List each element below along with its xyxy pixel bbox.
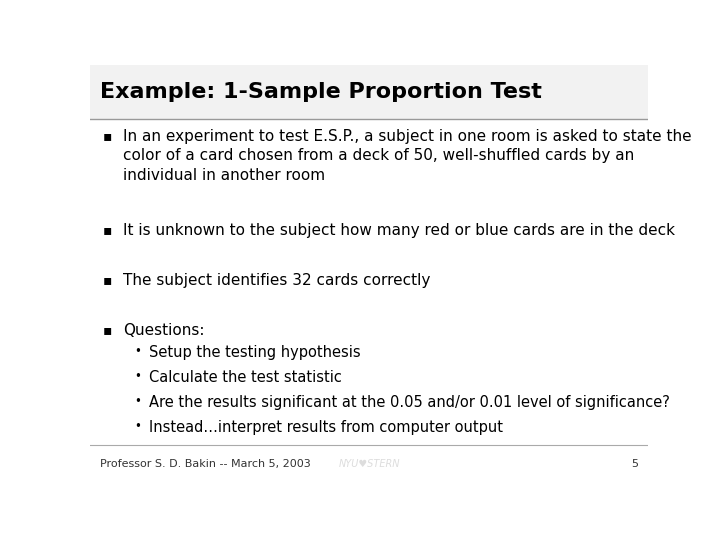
Text: It is unknown to the subject how many red or blue cards are in the deck: It is unknown to the subject how many re… [124,223,675,238]
Text: Professor S. D. Bakin -- March 5, 2003: Professor S. D. Bakin -- March 5, 2003 [100,459,311,469]
Text: •: • [135,420,142,433]
Text: Instead…interpret results from computer output: Instead…interpret results from computer … [148,420,503,435]
Text: ▪: ▪ [102,223,112,237]
Text: 5: 5 [631,459,638,469]
Text: Calculate the test statistic: Calculate the test statistic [148,370,341,386]
Text: ▪: ▪ [102,323,112,338]
Text: Example: 1-Sample Proportion Test: Example: 1-Sample Proportion Test [100,82,542,102]
Text: NYU♥STERN: NYU♥STERN [338,459,400,469]
Text: Setup the testing hypothesis: Setup the testing hypothesis [148,346,360,361]
Text: ▪: ▪ [102,129,112,143]
Text: •: • [135,346,142,359]
Text: •: • [135,370,142,383]
Text: In an experiment to test E.S.P., a subject in one room is asked to state the
col: In an experiment to test E.S.P., a subje… [124,129,692,183]
Text: •: • [135,395,142,408]
Text: Questions:: Questions: [124,323,205,339]
Text: The subject identifies 32 cards correctly: The subject identifies 32 cards correctl… [124,273,431,288]
FancyBboxPatch shape [90,65,648,119]
Text: ▪: ▪ [102,273,112,287]
Text: Are the results significant at the 0.05 and/or 0.01 level of significance?: Are the results significant at the 0.05 … [148,395,670,410]
